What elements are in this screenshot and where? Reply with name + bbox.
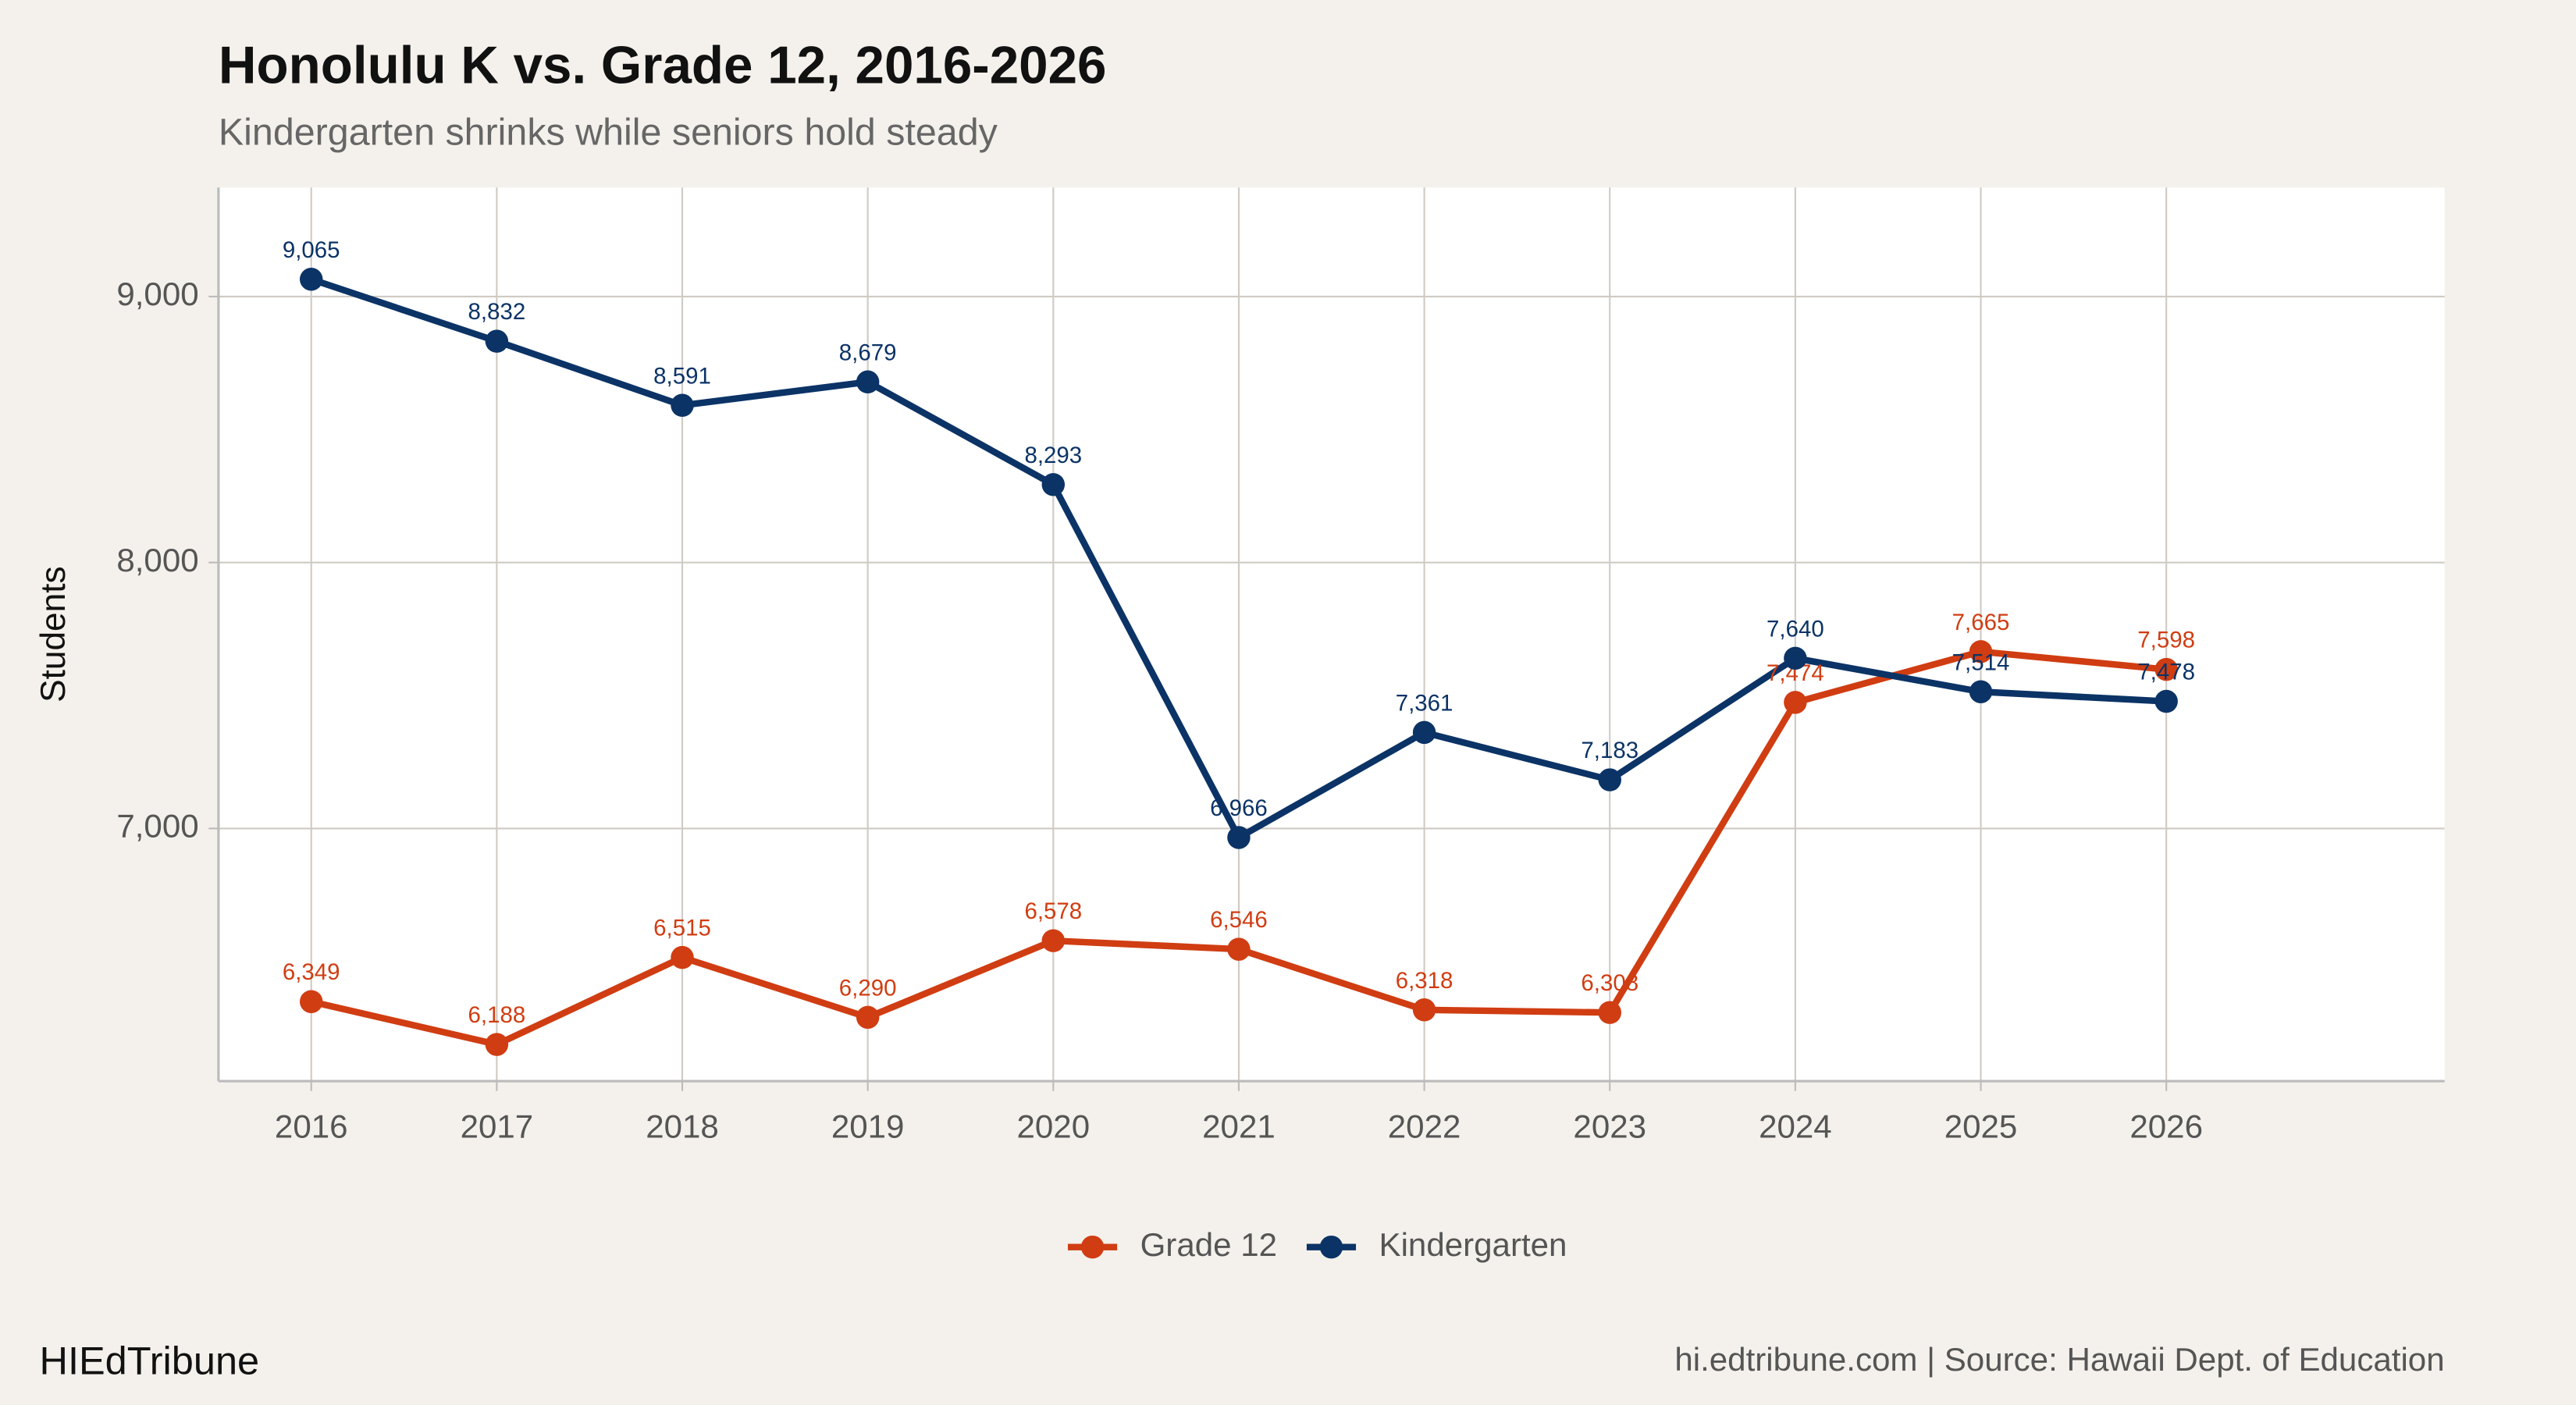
data-point — [671, 945, 694, 969]
data-label: 6,546 — [1210, 907, 1268, 933]
legend-label: Kindergarten — [1379, 1226, 1567, 1263]
data-point — [300, 268, 323, 291]
y-tick-label: 8,000 — [116, 542, 198, 578]
data-label: 7,361 — [1396, 690, 1453, 716]
data-label: 7,665 — [1952, 610, 2010, 635]
chart-subtitle: Kindergarten shrinks while seniors hold … — [219, 112, 998, 154]
data-label: 9,065 — [283, 237, 340, 263]
data-label: 7,514 — [1952, 649, 2010, 675]
data-label: 8,832 — [468, 299, 526, 325]
y-tick-label: 9,000 — [116, 276, 198, 312]
data-label: 7,478 — [2137, 660, 2195, 685]
data-label: 6,318 — [1396, 968, 1453, 994]
data-point — [485, 329, 509, 353]
legend-label: Grade 12 — [1140, 1226, 1277, 1263]
data-label: 7,598 — [2137, 628, 2195, 653]
data-label: 6,966 — [1210, 795, 1268, 821]
data-label: 7,640 — [1767, 616, 1824, 642]
data-point — [1969, 680, 1993, 703]
x-tick-label: 2017 — [461, 1108, 534, 1144]
x-tick-label: 2025 — [1944, 1108, 2018, 1144]
x-tick-label: 2020 — [1017, 1108, 1091, 1144]
x-tick-label: 2024 — [1759, 1108, 1832, 1144]
data-label: 6,290 — [839, 975, 897, 1001]
data-label: 6,515 — [653, 916, 711, 941]
legend-swatch-dot — [1080, 1235, 1105, 1259]
plot-area — [218, 187, 2445, 1082]
data-point — [485, 1033, 509, 1056]
data-point — [856, 370, 880, 394]
data-point — [1784, 691, 1807, 714]
data-point — [1227, 826, 1251, 849]
data-point — [1598, 768, 1621, 791]
x-tick-label: 2016 — [275, 1108, 348, 1144]
data-point — [1412, 720, 1436, 745]
data-label: 6,349 — [283, 959, 340, 985]
data-label: 6,308 — [1581, 970, 1638, 996]
x-tick-label: 2018 — [646, 1108, 719, 1144]
data-point — [1969, 640, 1993, 663]
data-label: 6,578 — [1024, 898, 1082, 924]
data-point — [1412, 998, 1436, 1022]
legend-swatch-dot — [1319, 1235, 1343, 1259]
data-label: 6,188 — [468, 1002, 526, 1028]
data-label: 8,591 — [653, 363, 711, 389]
chart-title: Honolulu K vs. Grade 12, 2016-2026 — [219, 36, 1107, 94]
x-tick-label: 2021 — [1202, 1108, 1276, 1144]
data-point — [1041, 929, 1066, 952]
footer-right: hi.edtribune.com | Source: Hawaii Dept. … — [1674, 1341, 2444, 1378]
x-tick-label: 2023 — [1573, 1108, 1646, 1144]
footer-left: HIEdTribune — [40, 1338, 260, 1382]
data-point — [300, 990, 323, 1013]
data-label: 7,183 — [1581, 738, 1638, 763]
data-point — [1041, 473, 1066, 496]
data-label: 8,679 — [839, 340, 897, 365]
x-tick-label: 2019 — [831, 1108, 905, 1144]
data-point — [1598, 1001, 1621, 1024]
data-point — [1784, 646, 1807, 670]
data-point — [2154, 657, 2178, 681]
data-point — [671, 393, 694, 418]
data-point — [2154, 689, 2178, 713]
data-label: 8,293 — [1024, 443, 1082, 468]
y-tick-label: 7,000 — [116, 808, 198, 845]
x-tick-label: 2026 — [2129, 1108, 2203, 1144]
x-tick-label: 2022 — [1388, 1108, 1461, 1144]
y-axis-label: Students — [34, 566, 73, 702]
data-point — [856, 1005, 880, 1030]
data-point — [1227, 937, 1251, 961]
legend: Grade 12 Kindergarten — [1067, 1226, 1567, 1263]
